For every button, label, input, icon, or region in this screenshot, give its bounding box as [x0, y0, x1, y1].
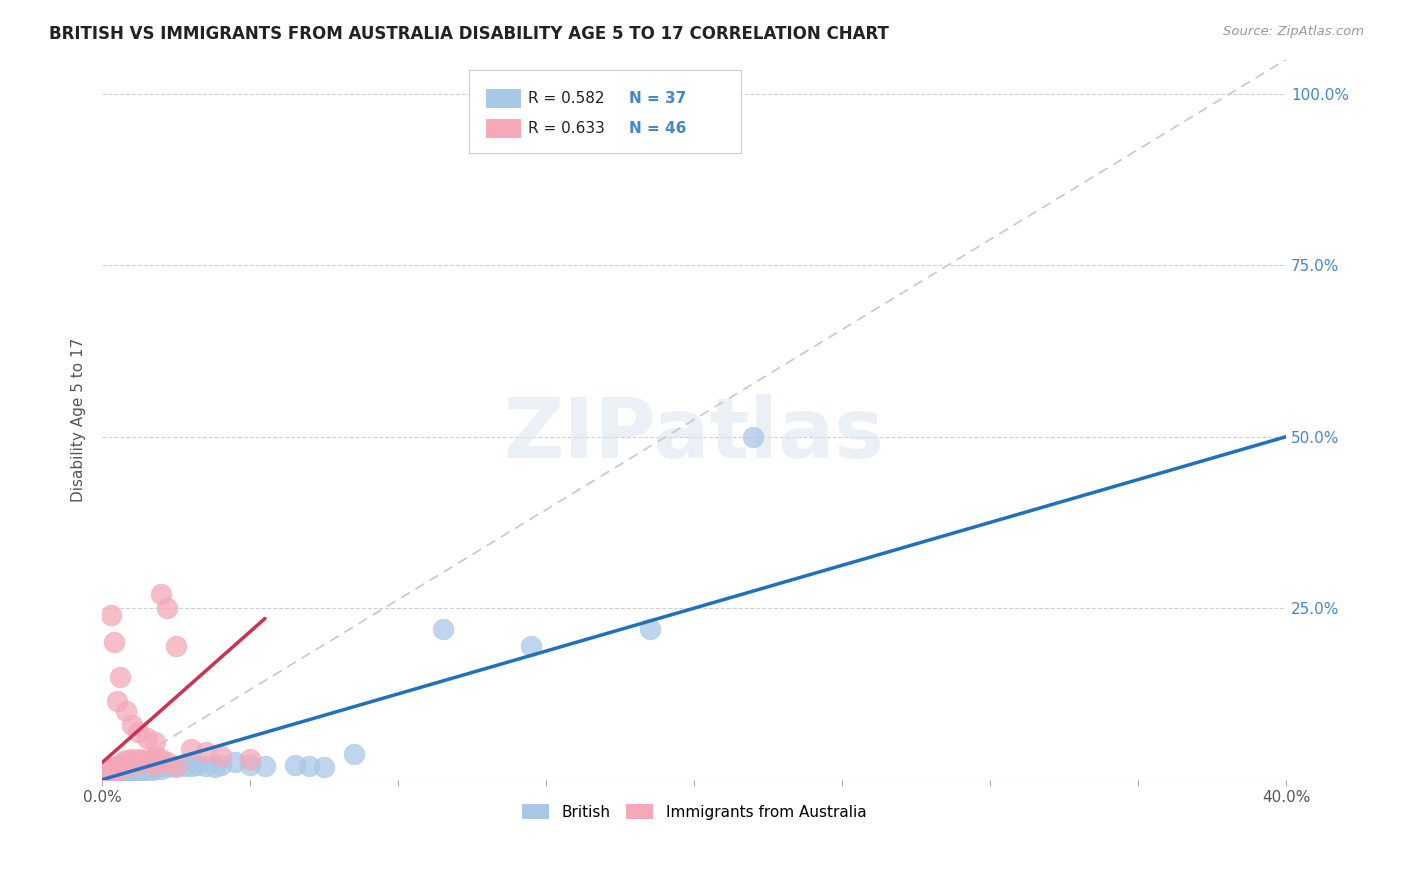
Point	[121, 752, 143, 766]
Point	[108, 762, 131, 776]
Point	[111, 756, 134, 770]
Point	[115, 753, 138, 767]
Point	[103, 765, 125, 780]
Point	[121, 756, 143, 770]
Text: Source: ZipAtlas.com: Source: ZipAtlas.com	[1223, 25, 1364, 38]
Point	[115, 704, 138, 718]
Text: N = 37: N = 37	[628, 91, 686, 105]
Point	[165, 639, 187, 653]
Point	[638, 622, 661, 636]
Point	[97, 769, 120, 783]
Point	[108, 670, 131, 684]
Point	[145, 762, 167, 776]
Text: N = 46: N = 46	[628, 121, 686, 136]
Point	[108, 757, 131, 772]
Point	[204, 760, 226, 774]
Point	[165, 759, 187, 773]
Point	[111, 767, 134, 781]
Point	[103, 760, 125, 774]
Point	[135, 731, 157, 746]
Point	[100, 769, 122, 783]
Point	[105, 764, 128, 779]
Point	[97, 769, 120, 783]
Point	[124, 757, 146, 772]
Point	[94, 771, 117, 785]
Point	[742, 430, 765, 444]
Point	[209, 757, 232, 772]
Point	[121, 767, 143, 781]
Point	[156, 760, 179, 774]
Point	[127, 765, 149, 780]
Legend: British, Immigrants from Australia: British, Immigrants from Australia	[516, 798, 872, 826]
Point	[145, 748, 167, 763]
Point	[100, 762, 122, 776]
Text: BRITISH VS IMMIGRANTS FROM AUSTRALIA DISABILITY AGE 5 TO 17 CORRELATION CHART: BRITISH VS IMMIGRANTS FROM AUSTRALIA DIS…	[49, 25, 889, 43]
Point	[115, 759, 138, 773]
Point	[156, 756, 179, 770]
Point	[135, 762, 157, 776]
Point	[224, 756, 246, 770]
Point	[150, 752, 173, 766]
Point	[108, 769, 131, 783]
Point	[194, 745, 217, 759]
Point	[314, 760, 336, 774]
Point	[127, 753, 149, 767]
Point	[132, 756, 155, 770]
Point	[180, 741, 202, 756]
Point	[432, 622, 454, 636]
Point	[141, 752, 163, 766]
Text: ZIPatlas: ZIPatlas	[503, 393, 884, 475]
Point	[186, 757, 208, 772]
Point	[105, 694, 128, 708]
Point	[103, 770, 125, 784]
Point	[118, 757, 141, 772]
Point	[118, 765, 141, 780]
Y-axis label: Disability Age 5 to 17: Disability Age 5 to 17	[72, 337, 86, 501]
Point	[129, 764, 152, 779]
Point	[150, 762, 173, 776]
Point	[121, 764, 143, 779]
Point	[97, 765, 120, 780]
Point	[194, 759, 217, 773]
Point	[284, 757, 307, 772]
Point	[100, 767, 122, 781]
Point	[94, 771, 117, 785]
Point	[174, 759, 197, 773]
Point	[165, 760, 187, 774]
FancyBboxPatch shape	[485, 89, 522, 108]
Point	[180, 759, 202, 773]
Text: R = 0.633: R = 0.633	[529, 121, 605, 136]
Point	[150, 587, 173, 601]
Point	[105, 765, 128, 780]
Point	[103, 635, 125, 649]
Point	[156, 601, 179, 615]
Point	[135, 753, 157, 767]
Point	[138, 764, 160, 779]
Point	[145, 735, 167, 749]
Point	[121, 717, 143, 731]
Point	[100, 607, 122, 622]
Point	[138, 756, 160, 770]
Point	[111, 760, 134, 774]
Point	[105, 759, 128, 773]
Point	[127, 724, 149, 739]
Text: R = 0.582: R = 0.582	[529, 91, 605, 105]
Point	[145, 757, 167, 772]
Point	[298, 759, 321, 773]
Point	[239, 752, 262, 766]
Point	[239, 757, 262, 772]
FancyBboxPatch shape	[485, 119, 522, 137]
Point	[105, 768, 128, 782]
Point	[129, 752, 152, 766]
Point	[253, 759, 276, 773]
Point	[343, 747, 366, 761]
Point	[520, 639, 543, 653]
Point	[115, 768, 138, 782]
Point	[209, 748, 232, 763]
FancyBboxPatch shape	[470, 70, 741, 153]
